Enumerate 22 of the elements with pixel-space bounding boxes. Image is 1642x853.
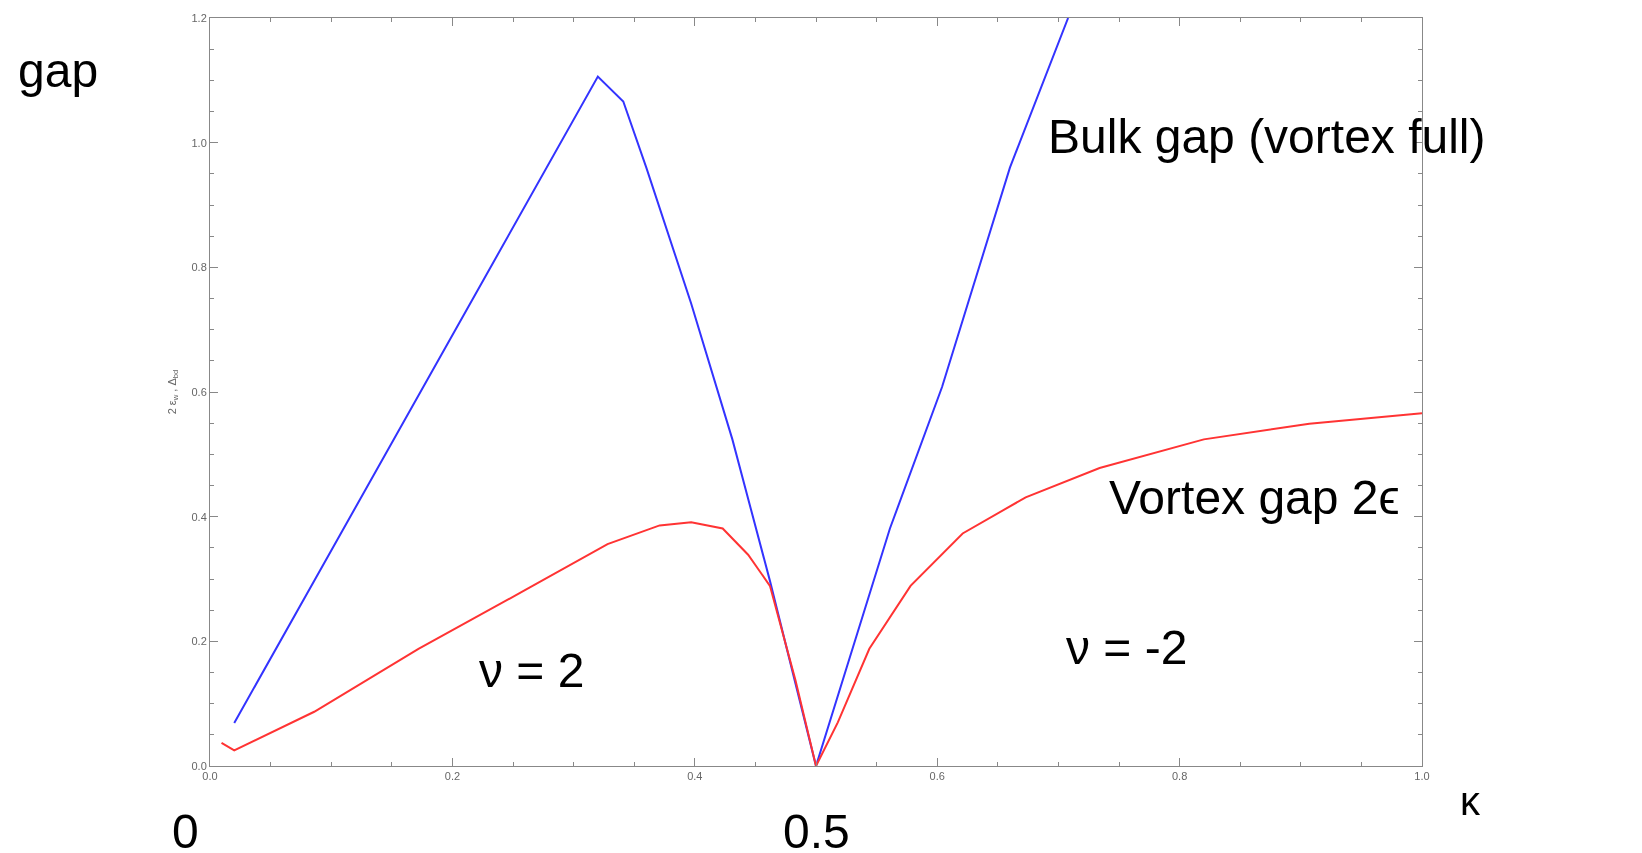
y-tick-label: 1.2 xyxy=(191,11,207,24)
y-tick-label: 0.8 xyxy=(191,261,207,274)
x-tick-label: 0.2 xyxy=(444,770,461,783)
x-tick-label: 0.8 xyxy=(1171,770,1188,783)
annotation: Bulk gap (vortex full) xyxy=(1048,110,1486,163)
text: 0 xyxy=(172,805,199,853)
x-tick-label: 1.0 xyxy=(1414,770,1430,783)
y-tick-label: 0.6 xyxy=(191,385,207,398)
text: gap xyxy=(18,44,99,97)
annotation: ν = -2 xyxy=(1066,621,1188,674)
x-axis-title: κ xyxy=(1460,779,1481,823)
y-tick-label: 1.0 xyxy=(191,136,207,149)
annotation: Vortex gap 2ϵ xyxy=(1109,471,1400,524)
x-tick-label: 0.0 xyxy=(202,770,218,783)
y-tick-label: 0.2 xyxy=(191,635,207,648)
line-series xyxy=(220,412,1422,766)
annotation: ν = 2 xyxy=(479,644,585,697)
x-tick-label: 0.6 xyxy=(929,770,945,783)
y-tick-label: 0.0 xyxy=(191,759,207,772)
y-tick-label: 0.4 xyxy=(191,510,207,523)
text: 0.5 xyxy=(783,805,850,853)
x-tick-label: 0.4 xyxy=(687,770,703,783)
